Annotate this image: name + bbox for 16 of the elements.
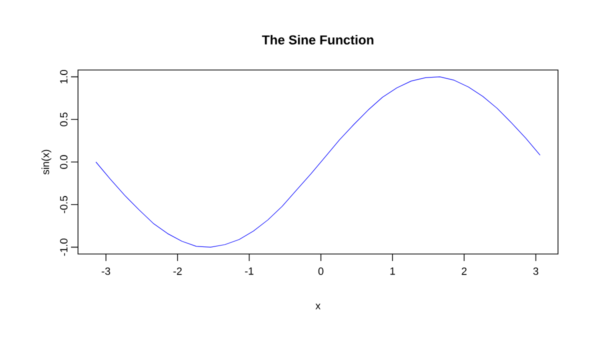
chart-title: The Sine Function	[262, 34, 374, 44]
y-axis-title: sin(x)	[41, 150, 52, 174]
x-axis-title: x	[316, 304, 320, 310]
x-tick-label: 1	[390, 268, 395, 275]
x-tick-label: 0	[318, 268, 324, 275]
line-series	[96, 76, 540, 248]
x-tick-label: 2	[462, 268, 467, 275]
y-tick-label: 1.0	[60, 70, 68, 84]
y-tick-label: 0.0	[60, 155, 68, 169]
y-tick-label: -0.5	[60, 196, 68, 214]
x-tick-label: -1	[245, 268, 254, 275]
x-tick-label: -3	[102, 268, 110, 275]
y-tick-label: -1.0	[60, 238, 68, 256]
x-tick-label: 3	[533, 268, 538, 275]
y-tick-label: 0.5	[60, 112, 68, 126]
x-tick-label: -2	[173, 268, 182, 275]
